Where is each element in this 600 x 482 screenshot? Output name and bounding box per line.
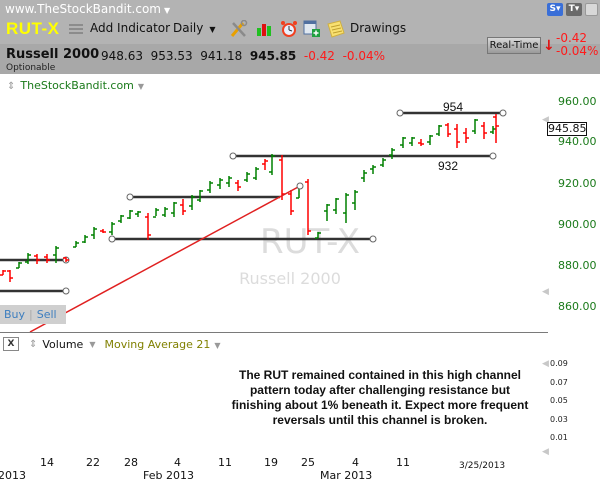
instrument-name: Russell 2000	[6, 47, 100, 62]
tools-icon[interactable]	[229, 20, 249, 38]
alarm-clock-icon[interactable]	[279, 20, 299, 38]
last-value: 945.85	[249, 49, 297, 63]
watermark-symbol: RUT-X	[260, 222, 360, 262]
open-value: 948.63	[101, 49, 143, 63]
date-tick: 4	[174, 456, 181, 469]
change-pct-value: -0.04%	[342, 49, 386, 63]
price-marker-icon: ◀	[542, 115, 549, 125]
pane-divider[interactable]	[0, 332, 548, 333]
note-icon[interactable]	[326, 20, 346, 38]
chart-source-menu[interactable]: ⇕ TheStockBandit.com ▼	[7, 79, 144, 92]
change-value: -0.42	[303, 49, 335, 63]
channel-bottom-label: 932	[438, 159, 458, 173]
moving-average-menu[interactable]: Moving Average 21 ▼	[104, 338, 220, 351]
price-tick: 860.00	[558, 300, 597, 313]
rt-change-pct: -0.04%	[556, 44, 599, 58]
site-url: www.TheStockBandit.com	[5, 2, 161, 16]
date-tick: 11	[218, 456, 232, 469]
separator: |	[29, 308, 33, 321]
chevron-down-icon[interactable]: ▼	[89, 339, 96, 349]
chevron-down-icon: ▼	[209, 25, 216, 34]
last-date: 3/25/2013	[459, 461, 506, 471]
chevron-down-icon: ▼	[137, 82, 145, 91]
date-tick: 28	[124, 456, 138, 469]
price-marker-icon: ◀	[542, 287, 549, 297]
down-arrow-icon: ↓	[543, 38, 555, 54]
volume-tick: 0.01	[550, 433, 568, 442]
chevron-down-icon: ▼	[214, 340, 221, 350]
drawings-button[interactable]: Drawings	[350, 21, 407, 35]
date-tick: 22	[86, 456, 100, 469]
date-tick: 4	[352, 456, 359, 469]
t-menu-button[interactable]: T▾	[566, 3, 582, 16]
price-tick: 940.00	[558, 135, 597, 148]
interval-select[interactable]: Daily ▼	[173, 21, 216, 35]
volume-pane-header: X ⇕ Volume ▼ Moving Average 21 ▼	[3, 337, 221, 351]
support-resistance-lines[interactable]	[0, 109, 507, 295]
month-label: Feb 2013	[143, 469, 194, 482]
volume-tick: 0.09	[550, 359, 568, 368]
ohlc-bars	[0, 114, 499, 282]
volume-tick: 0.03	[550, 415, 568, 424]
volume-label[interactable]: Volume	[42, 337, 84, 351]
sell-button[interactable]: Sell	[36, 308, 57, 321]
s-label: S	[549, 4, 556, 14]
date-tick: 11	[396, 456, 410, 469]
volume-tick: 0.05	[550, 396, 568, 405]
chevron-down-icon: ▼	[163, 6, 171, 15]
ohlc-values: 948.63 953.53 941.18 945.85 -0.42 -0.04%	[101, 49, 385, 63]
close-pane-button[interactable]: X	[3, 337, 19, 351]
date-tick: 25	[301, 456, 315, 469]
realtime-change: -0.42 -0.04%	[556, 32, 598, 58]
drag-handle-icon[interactable]: ⇕	[29, 338, 38, 350]
trend-line[interactable]	[29, 185, 301, 332]
watermark-name: Russell 2000	[239, 269, 341, 288]
optionable-label: Optionable	[6, 63, 56, 73]
quote-bar: Russell 2000 948.63 953.53 941.18 945.85…	[0, 44, 600, 74]
list-icon[interactable]	[69, 24, 83, 38]
volume-marker-icon: ◀	[542, 359, 549, 369]
volume-marker-icon: ◀	[542, 447, 549, 457]
channel-top-label: 954	[443, 100, 463, 114]
add-table-icon[interactable]	[302, 20, 322, 38]
high-value: 953.53	[150, 49, 193, 63]
trade-buttons: Buy | Sell	[0, 305, 66, 324]
window-icon[interactable]	[585, 3, 598, 16]
date-tick: 14	[40, 456, 54, 469]
rt-change-value: -0.42	[556, 31, 588, 45]
symbol-title[interactable]: RUT-X	[6, 19, 60, 38]
realtime-button[interactable]: Real-Time	[487, 37, 541, 54]
interval-value: Daily	[173, 21, 204, 35]
last-price-tag: 945.85	[547, 122, 587, 136]
s-menu-button[interactable]: S▾	[547, 3, 563, 16]
add-indicator-button[interactable]: Add Indicator	[90, 21, 171, 35]
volume-tick: 0.07	[550, 378, 568, 387]
price-chart[interactable]: RUT-X Russell 2000 954 932	[0, 90, 548, 332]
drag-handle-icon[interactable]: ⇕	[7, 81, 16, 92]
month-label: Mar 2013	[320, 469, 373, 482]
price-tick: 960.00	[558, 95, 597, 108]
ma-label: Moving Average 21	[104, 337, 211, 351]
month-label: 2013	[0, 469, 26, 482]
price-tick: 920.00	[558, 177, 597, 190]
annotation-text: The RUT remained contained in this high …	[231, 368, 529, 427]
date-tick: 19	[264, 456, 278, 469]
price-tick: 900.00	[558, 218, 597, 231]
trend-handle[interactable]	[296, 182, 304, 190]
buy-button[interactable]: Buy	[4, 308, 26, 321]
t-label: T	[568, 4, 575, 14]
source-label: TheStockBandit.com	[20, 79, 134, 92]
low-value: 941.18	[200, 49, 243, 63]
bar-chart-icon[interactable]	[255, 20, 275, 38]
price-tick: 880.00	[558, 259, 597, 272]
site-link[interactable]: www.TheStockBandit.com ▼	[5, 2, 170, 16]
